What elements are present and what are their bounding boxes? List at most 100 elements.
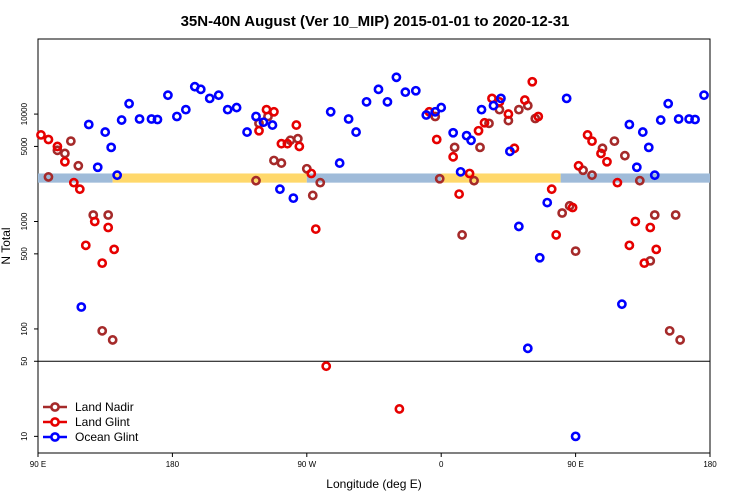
data-point (570, 431, 581, 442)
data-point (634, 175, 645, 186)
data-point (670, 210, 681, 220)
data-point (410, 85, 421, 96)
data-point (231, 102, 242, 113)
data-point (434, 173, 445, 184)
x-tick-label: 90 W (297, 460, 316, 469)
data-point (325, 106, 336, 117)
data-point (74, 184, 85, 195)
data-point (542, 197, 553, 208)
data-point (59, 148, 70, 159)
data-point (663, 98, 674, 109)
data-point (587, 136, 597, 147)
data-point (476, 104, 487, 115)
legend-label: Land Glint (75, 415, 130, 429)
data-point (52, 141, 63, 152)
data-point (68, 177, 79, 188)
y-tick-label: 1000 (20, 212, 29, 230)
data-point (699, 90, 709, 101)
x-tick-label: 90 E (30, 460, 46, 469)
data-point (134, 114, 145, 124)
data-point (315, 177, 326, 188)
data-point (195, 84, 206, 95)
legend-item: Land Glint (43, 415, 130, 429)
data-point (431, 134, 442, 145)
data-point (254, 125, 264, 136)
data-point (382, 96, 393, 107)
data-point (251, 175, 261, 186)
data-point (630, 216, 641, 227)
data-point (631, 162, 642, 173)
legend-item: Land Nadir (43, 400, 134, 414)
data-point (649, 170, 660, 181)
data-point (310, 224, 321, 234)
data-point (504, 146, 515, 157)
data-point (639, 258, 650, 269)
data-point (92, 162, 103, 173)
data-point (103, 210, 114, 220)
data-point (619, 150, 630, 161)
x-axis: 90 E 180 90 W 0 90 E 180 Longitude (deg E) (30, 453, 717, 491)
data-point (343, 114, 354, 124)
data-point (533, 111, 544, 122)
data-point (43, 172, 54, 182)
x-tick-label: 180 (703, 460, 717, 469)
data-point (596, 148, 606, 159)
data-point (430, 111, 441, 122)
data-point (152, 114, 163, 125)
data-point (675, 335, 686, 345)
x-tick-label: 90 E (567, 460, 583, 469)
data-point (334, 158, 345, 168)
data-point (602, 156, 612, 167)
data-point (522, 343, 533, 354)
data-point (557, 208, 568, 218)
data-point (466, 135, 476, 146)
y-tick-label: 5000 (20, 137, 29, 155)
data-point (597, 143, 608, 154)
y-tick-label: 100 (20, 322, 29, 336)
data-point (582, 130, 593, 140)
plot-frame (37, 38, 711, 454)
y-tick-label: 10000 (20, 102, 29, 125)
data-point (73, 160, 84, 171)
data-point (269, 155, 279, 166)
band-segment (306, 173, 442, 183)
y-tick-label: 500 (20, 247, 29, 261)
data-point (107, 335, 118, 345)
data-point (527, 76, 538, 87)
data-point (65, 136, 76, 147)
data-point (649, 210, 660, 220)
y-axis-label: N Total (0, 227, 13, 264)
data-band (38, 173, 710, 183)
data-point (258, 117, 269, 128)
data-point (269, 106, 279, 117)
data-point (288, 193, 299, 204)
data-point (275, 184, 285, 195)
data-point (242, 127, 252, 137)
data-point (180, 104, 191, 115)
data-point (624, 119, 635, 130)
data-point (76, 302, 87, 312)
data-point (291, 120, 302, 130)
data-point (645, 222, 656, 233)
data-point (321, 361, 332, 372)
data-point (587, 170, 597, 181)
y-axis: 10 50 100 500 1000 5000 10000 N Total (0, 102, 38, 441)
series-ocean-glint (76, 72, 709, 442)
data-point (513, 104, 524, 115)
data-point (488, 100, 499, 111)
x-tick-label: 180 (166, 460, 180, 469)
series-layer (36, 72, 709, 442)
data-point (534, 252, 545, 263)
chart-title: 35N-40N August (Ver 10_MIP) 2015-01-01 t… (181, 13, 570, 30)
y-tick-label: 50 (20, 356, 29, 365)
x-tick-label: 0 (439, 460, 444, 469)
data-point (112, 170, 123, 181)
data-point (454, 189, 465, 199)
data-point (449, 142, 460, 153)
data-point (655, 115, 666, 125)
data-point (484, 118, 494, 129)
data-point (567, 202, 578, 213)
data-point (457, 230, 468, 240)
data-point (561, 93, 572, 104)
